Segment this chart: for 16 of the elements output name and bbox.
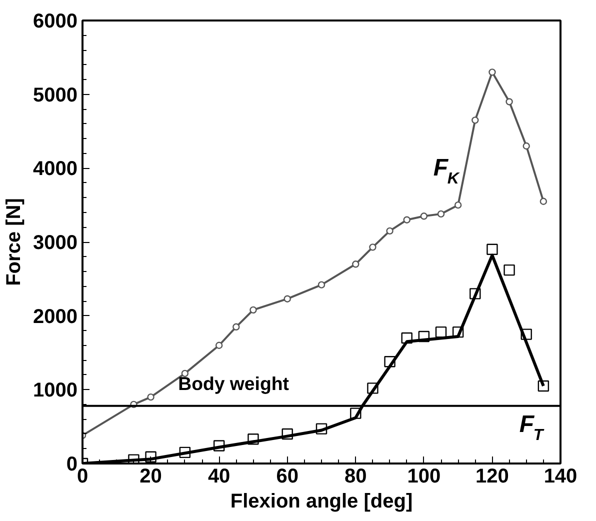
x-tick-label: 60	[276, 466, 298, 488]
y-tick-label: 1000	[33, 380, 78, 402]
x-tick-label: 140	[544, 466, 578, 488]
x-tick-label: 20	[140, 466, 162, 488]
y-tick-label: 4000	[33, 158, 78, 180]
x-tick-label: 80	[344, 466, 367, 488]
y-tick-label: 3000	[33, 232, 78, 254]
y-tick-label: 5000	[33, 84, 78, 106]
ref-line-label: Body weight	[178, 372, 290, 394]
y-tick-label: 6000	[33, 10, 78, 32]
x-tick-label: 120	[476, 466, 509, 488]
x-axis-title: Flexion angle [deg]	[230, 490, 413, 512]
y-tick-label: 2000	[33, 306, 78, 328]
x-tick-label: 40	[208, 466, 230, 488]
y-axis-title: Force [N]	[3, 198, 26, 286]
x-tick-label: 100	[407, 466, 441, 488]
